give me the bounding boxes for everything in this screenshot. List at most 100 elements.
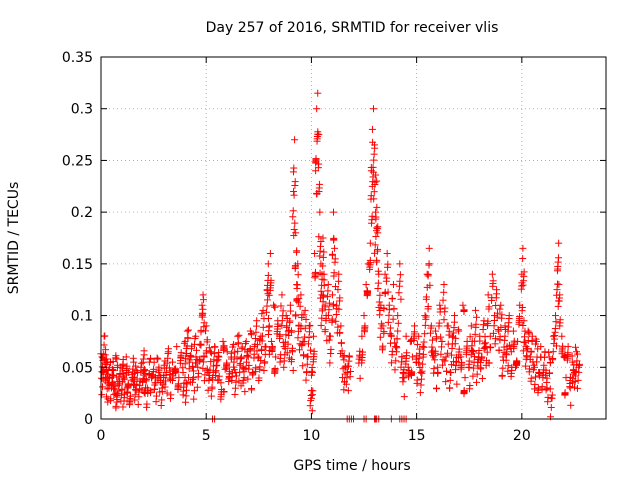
data-point xyxy=(391,366,399,374)
data-point xyxy=(475,349,483,357)
data-point xyxy=(241,388,249,396)
data-point xyxy=(387,359,395,367)
data-point xyxy=(542,366,550,374)
data-point xyxy=(416,389,424,397)
data-point xyxy=(360,328,368,336)
data-point xyxy=(524,327,532,335)
data-point xyxy=(120,397,128,405)
data-point xyxy=(301,306,309,314)
data-point xyxy=(149,368,157,376)
y-tick-label: 0.35 xyxy=(62,50,93,66)
data-point xyxy=(373,203,381,211)
data-point xyxy=(388,351,396,359)
data-point xyxy=(255,376,263,384)
data-point xyxy=(525,328,533,336)
data-point xyxy=(328,318,336,326)
data-point xyxy=(392,357,400,365)
data-point xyxy=(418,367,426,375)
data-point xyxy=(291,264,299,272)
data-point xyxy=(372,171,380,179)
y-tick-label: 0.1 xyxy=(71,309,93,325)
data-point xyxy=(271,303,279,311)
data-point xyxy=(266,250,274,258)
data-point xyxy=(129,354,137,362)
data-point xyxy=(516,312,524,320)
data-point xyxy=(553,267,561,275)
data-point xyxy=(497,301,505,309)
data-point xyxy=(332,317,340,325)
data-point xyxy=(119,403,127,411)
data-point xyxy=(466,382,474,390)
data-point xyxy=(520,317,528,325)
data-point xyxy=(281,345,289,353)
data-point xyxy=(485,359,493,367)
data-point xyxy=(311,274,319,282)
data-point xyxy=(264,330,272,338)
data-point xyxy=(429,353,437,361)
data-point xyxy=(499,364,507,372)
data-point xyxy=(369,163,377,171)
y-tick-label: 0.15 xyxy=(62,257,93,273)
data-point xyxy=(460,386,468,394)
data-point xyxy=(214,356,222,364)
data-point xyxy=(370,150,378,158)
data-point xyxy=(572,343,580,351)
data-point xyxy=(421,330,429,338)
data-point xyxy=(396,271,404,279)
data-point xyxy=(193,346,201,354)
data-point xyxy=(452,366,460,374)
data-point xyxy=(575,360,583,368)
data-point xyxy=(316,208,324,216)
data-point xyxy=(293,281,301,289)
data-point xyxy=(288,355,296,363)
data-point xyxy=(295,295,303,303)
data-point xyxy=(231,348,239,356)
data-point xyxy=(538,383,546,391)
data-point xyxy=(205,375,213,383)
data-point xyxy=(380,304,388,312)
data-point xyxy=(328,291,336,299)
data-point xyxy=(321,303,329,311)
data-point xyxy=(263,296,271,304)
data-point xyxy=(360,312,368,320)
data-point xyxy=(419,360,427,368)
data-point xyxy=(549,356,557,364)
data-point xyxy=(315,131,323,139)
data-point xyxy=(306,321,314,329)
data-point xyxy=(217,395,225,403)
data-point xyxy=(446,384,454,392)
data-point xyxy=(370,188,378,196)
data-point xyxy=(356,374,364,382)
data-point xyxy=(143,403,151,411)
data-point xyxy=(302,376,310,384)
data-point xyxy=(319,262,327,270)
data-point xyxy=(471,353,479,361)
data-point xyxy=(133,380,141,388)
data-point xyxy=(286,301,294,309)
data-point xyxy=(317,321,325,329)
data-point xyxy=(376,333,384,341)
data-point xyxy=(289,213,297,221)
data-point xyxy=(325,299,333,307)
data-point xyxy=(411,322,419,330)
data-point xyxy=(534,389,542,397)
data-point xyxy=(504,367,512,375)
data-point xyxy=(434,368,442,376)
data-point xyxy=(408,368,416,376)
data-point xyxy=(288,344,296,352)
data-point xyxy=(469,372,477,380)
data-point xyxy=(158,396,166,404)
data-point xyxy=(368,125,376,133)
data-point xyxy=(103,385,111,393)
data-point xyxy=(165,364,173,372)
data-point xyxy=(424,271,432,279)
data-point xyxy=(183,380,191,388)
data-point xyxy=(373,224,381,232)
y-tick-label: 0 xyxy=(84,412,93,428)
data-point xyxy=(486,332,494,340)
data-point xyxy=(440,316,448,324)
data-point xyxy=(437,333,445,341)
data-point xyxy=(190,374,198,382)
data-point xyxy=(266,286,274,294)
data-point xyxy=(473,370,481,378)
